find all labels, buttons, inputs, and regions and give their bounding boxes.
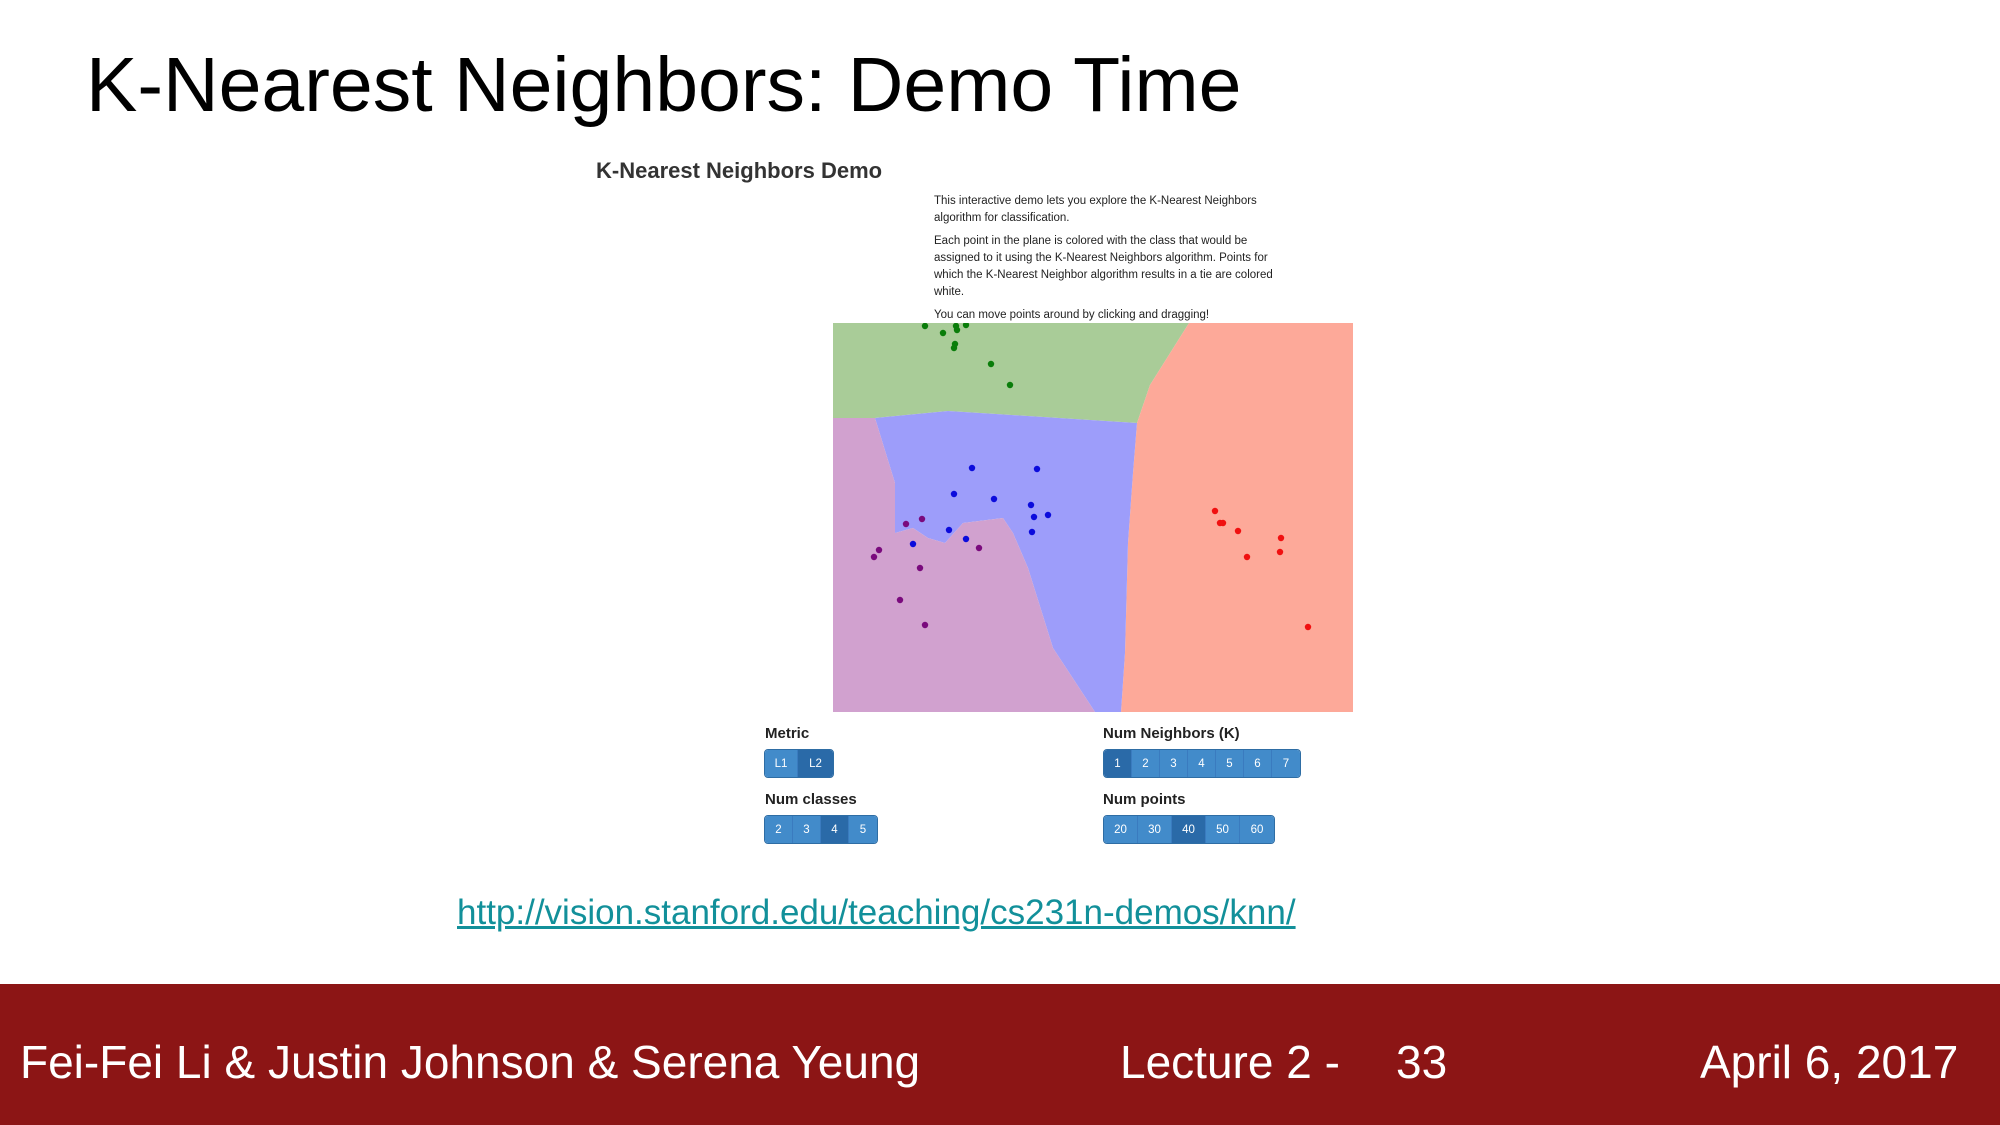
data-point[interactable] — [1219, 519, 1227, 527]
k-3-button[interactable]: 3 — [1160, 750, 1188, 777]
footer-page-number: 33 — [1396, 1036, 1448, 1088]
data-point[interactable] — [875, 546, 883, 554]
classes-5-button[interactable]: 5 — [849, 816, 877, 843]
num-classes-label: Num classes — [765, 791, 857, 808]
num-neighbors-label: Num Neighbors (K) — [1103, 725, 1240, 742]
k-7-button[interactable]: 7 — [1272, 750, 1300, 777]
metric-label: Metric — [765, 725, 810, 742]
footer-bar: Fei-Fei Li & Justin Johnson & Serena Yeu… — [0, 984, 2000, 1125]
k-6-button[interactable]: 6 — [1244, 750, 1272, 777]
demo-description-intro: This interactive demo lets you explore t… — [934, 195, 1257, 224]
data-point[interactable] — [1033, 465, 1041, 473]
red-class-region — [1121, 323, 1353, 712]
knn-decision-canvas[interactable] — [833, 323, 1353, 712]
num-classes-button-group: 2 3 4 5 — [764, 815, 878, 844]
demo-url-link[interactable]: http://vision.stanford.edu/teaching/cs23… — [457, 893, 1296, 932]
points-20-button[interactable]: 20 — [1104, 816, 1138, 843]
data-point[interactable] — [987, 360, 995, 368]
points-30-button[interactable]: 30 — [1138, 816, 1172, 843]
k-4-button[interactable]: 4 — [1188, 750, 1216, 777]
data-point[interactable] — [1276, 548, 1284, 556]
num-neighbors-button-group: 1 2 3 4 5 6 7 — [1103, 749, 1301, 778]
demo-description-coloring: Each point in the plane is colored with … — [934, 235, 1273, 298]
data-point[interactable] — [1044, 511, 1052, 519]
data-point[interactable] — [1243, 553, 1251, 561]
red-points[interactable] — [1211, 507, 1312, 631]
demo-description-drag-hint: You can move points around by clicking a… — [934, 309, 1210, 321]
data-point[interactable] — [918, 515, 926, 523]
data-point[interactable] — [909, 540, 917, 548]
data-point[interactable] — [990, 495, 998, 503]
data-point[interactable] — [950, 490, 958, 498]
k-2-button[interactable]: 2 — [1132, 750, 1160, 777]
data-point[interactable] — [1027, 501, 1035, 509]
classes-2-button[interactable]: 2 — [765, 816, 793, 843]
points-40-button[interactable]: 40 — [1172, 816, 1206, 843]
data-point[interactable] — [975, 544, 983, 552]
data-point[interactable] — [962, 535, 970, 543]
data-point[interactable] — [896, 596, 904, 604]
data-point[interactable] — [902, 520, 910, 528]
data-point[interactable] — [1304, 623, 1312, 631]
blue-class-region — [875, 411, 1137, 712]
blue-points[interactable] — [909, 464, 1052, 548]
metric-l1-button[interactable]: L1 — [765, 750, 798, 777]
data-point[interactable] — [939, 329, 947, 337]
demo-description: This interactive demo lets you explore t… — [934, 193, 1274, 330]
data-point[interactable] — [870, 553, 878, 561]
data-point[interactable] — [945, 526, 953, 534]
k-1-button[interactable]: 1 — [1104, 750, 1132, 777]
num-points-label: Num points — [1103, 791, 1186, 808]
data-point[interactable] — [921, 621, 929, 629]
purple-class-region — [833, 418, 1095, 712]
metric-button-group: L1 L2 — [764, 749, 834, 778]
slide-title: K-Nearest Neighbors: Demo Time — [86, 42, 1242, 128]
purple-points[interactable] — [870, 515, 983, 629]
classes-4-button[interactable]: 4 — [821, 816, 849, 843]
data-point[interactable] — [1006, 381, 1014, 389]
points-60-button[interactable]: 60 — [1240, 816, 1274, 843]
demo-heading: K-Nearest Neighbors Demo — [596, 158, 883, 183]
data-point[interactable] — [968, 464, 976, 472]
points-50-button[interactable]: 50 — [1206, 816, 1240, 843]
data-point[interactable] — [953, 326, 961, 334]
data-point[interactable] — [1030, 513, 1038, 521]
data-point[interactable] — [1211, 507, 1219, 515]
footer-lecture: Lecture 2 - — [1120, 1036, 1340, 1088]
data-point[interactable] — [1028, 528, 1036, 536]
data-point[interactable] — [916, 564, 924, 572]
data-point[interactable] — [1234, 527, 1242, 535]
data-point[interactable] — [962, 323, 970, 329]
data-point[interactable] — [1277, 534, 1285, 542]
footer-authors: Fei-Fei Li & Justin Johnson & Serena Yeu… — [20, 1036, 921, 1088]
classes-3-button[interactable]: 3 — [793, 816, 821, 843]
num-points-button-group: 20 30 40 50 60 — [1103, 815, 1275, 844]
k-5-button[interactable]: 5 — [1216, 750, 1244, 777]
data-point[interactable] — [950, 344, 958, 352]
footer-date: April 6, 2017 — [1700, 1036, 1959, 1088]
metric-l2-button[interactable]: L2 — [798, 750, 833, 777]
green-class-region — [833, 323, 1189, 423]
data-point[interactable] — [921, 323, 929, 330]
green-points[interactable] — [921, 323, 1014, 389]
